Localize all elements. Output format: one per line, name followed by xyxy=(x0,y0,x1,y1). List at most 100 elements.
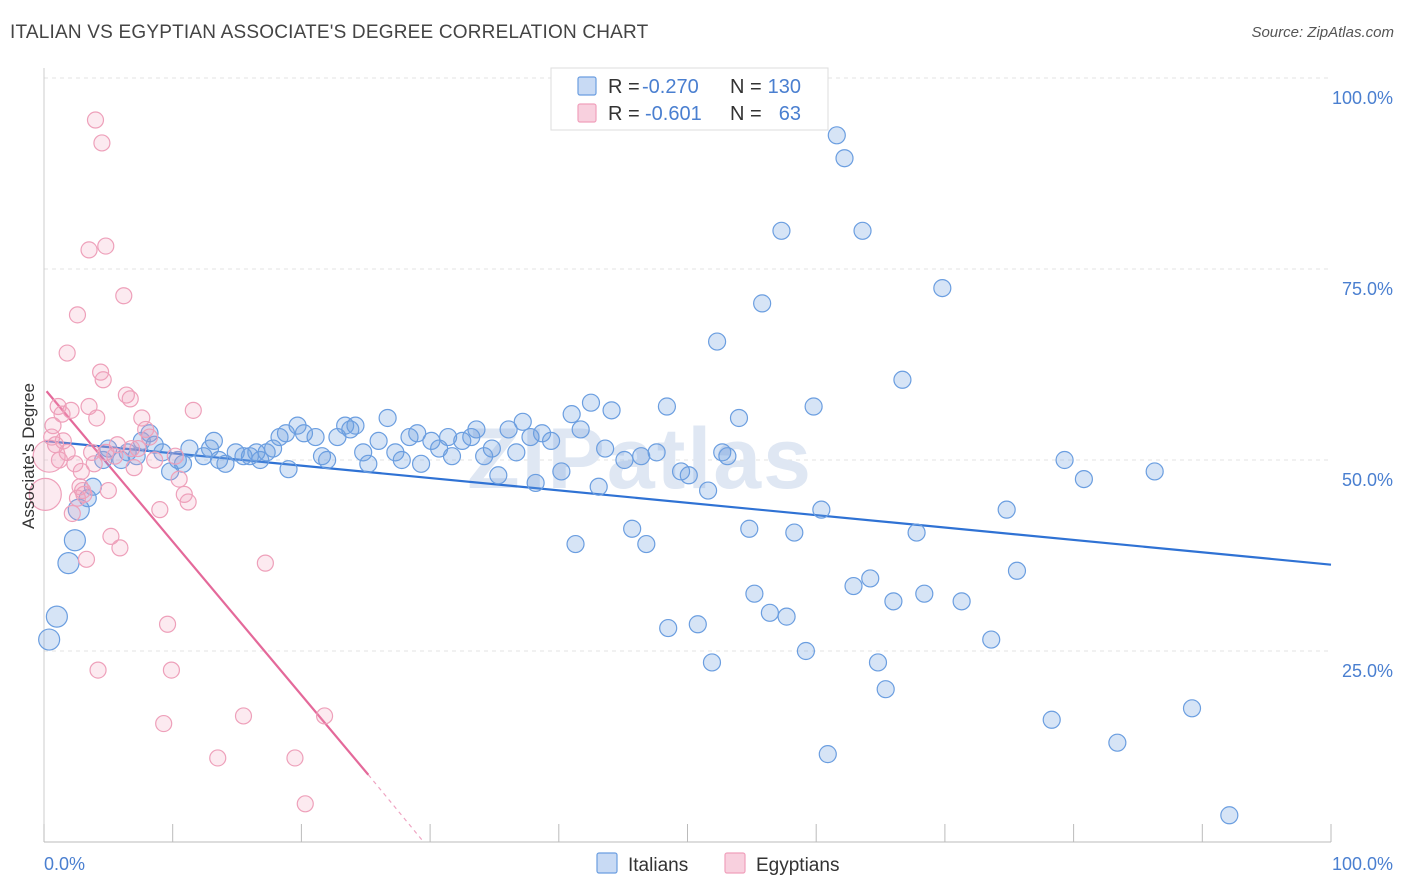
x-tick-label-1: 100.0% xyxy=(1332,854,1393,874)
point-egyptians-24 xyxy=(108,436,126,454)
point-egyptians-19 xyxy=(94,371,112,389)
trend-line-egyptians xyxy=(45,390,370,776)
point-italians-86 xyxy=(679,466,698,485)
point-italians-105 xyxy=(827,126,846,145)
point-italians-51 xyxy=(408,424,427,443)
grid xyxy=(44,77,1331,652)
point-italians-103 xyxy=(812,500,831,519)
point-egyptians-51 xyxy=(234,707,253,725)
point-italians-69 xyxy=(541,431,561,450)
point-italians-104 xyxy=(818,745,837,764)
point-egyptians-38 xyxy=(162,661,181,679)
point-italians-120 xyxy=(1007,561,1027,580)
point-italians-74 xyxy=(581,393,601,412)
point-egyptians-48 xyxy=(68,306,87,324)
legend-box xyxy=(550,67,829,131)
axes xyxy=(43,68,1332,843)
point-egyptians-45 xyxy=(93,134,111,152)
point-egyptians-5 xyxy=(53,405,71,423)
point-egyptians-36 xyxy=(155,714,173,733)
legend-n-value-italians: 130 xyxy=(768,76,801,98)
legend-n-label-egyptians: N = xyxy=(730,103,762,125)
y-tick-labels: 100.0% 75.0% 50.0% 25.0% xyxy=(1332,88,1393,681)
point-italians-102 xyxy=(804,397,823,416)
point-italians-43 xyxy=(346,416,365,435)
legend-r-value-italians: -0.270 xyxy=(642,76,699,98)
point-italians-46 xyxy=(369,431,388,450)
point-egyptians-57 xyxy=(74,481,92,500)
trend-line-extension-egyptians xyxy=(367,774,425,843)
bottom-legend-swatch-egyptians xyxy=(724,852,746,874)
point-italians-93 xyxy=(729,408,749,428)
bottom-legend: Italians Egyptians xyxy=(596,852,839,876)
point-italians-121 xyxy=(1042,710,1061,729)
x-tick-label-0: 0.0% xyxy=(44,854,85,874)
point-italians-81 xyxy=(637,534,656,554)
point-italians-19 xyxy=(180,439,199,458)
legend-n-label-italians: N = xyxy=(730,76,762,98)
point-egyptians-29 xyxy=(125,459,143,477)
point-italians-124 xyxy=(1108,733,1127,752)
y-tick-label-0: 100.0% xyxy=(1332,88,1393,108)
point-italians-108 xyxy=(853,221,872,240)
point-italians-126 xyxy=(1182,699,1202,718)
point-egyptians-58 xyxy=(54,432,72,450)
point-italians-96 xyxy=(753,294,772,313)
point-italians-29 xyxy=(251,450,270,470)
point-egyptians-16 xyxy=(88,409,106,427)
point-egyptians-35 xyxy=(151,501,169,519)
point-italians-116 xyxy=(933,279,952,298)
point-italians-107 xyxy=(844,576,863,596)
point-egyptians-17 xyxy=(89,661,107,679)
point-egyptians-55 xyxy=(315,707,334,725)
legend-r-label-egyptians: R = xyxy=(608,103,640,125)
point-italians-92 xyxy=(718,447,737,466)
point-italians-127 xyxy=(1220,806,1239,825)
point-egyptians-52 xyxy=(256,554,274,572)
y-axis-label: Associate's Degree xyxy=(19,383,38,529)
point-egyptians-49 xyxy=(58,344,76,362)
point-italians-79 xyxy=(623,519,642,538)
point-italians-109 xyxy=(861,569,880,588)
point-italians-122 xyxy=(1055,450,1074,470)
point-italians-44 xyxy=(354,443,373,462)
point-italians-98 xyxy=(772,221,791,240)
legend-swatch-italians xyxy=(577,76,597,96)
point-italians-119 xyxy=(997,500,1016,519)
point-egyptians-62 xyxy=(122,439,141,458)
point-italians-83 xyxy=(657,397,677,416)
point-italians-37 xyxy=(306,427,325,447)
point-italians-76 xyxy=(596,439,615,458)
legend-swatch-egyptians xyxy=(577,103,597,123)
point-italians-36 xyxy=(294,424,314,443)
point-italians-114 xyxy=(907,523,926,542)
point-egyptians-40 xyxy=(170,470,188,488)
point-italians-61 xyxy=(482,439,501,458)
point-italians-45 xyxy=(359,454,378,473)
point-egyptians-15 xyxy=(85,455,103,473)
point-italians-87 xyxy=(688,615,707,634)
point-italians-65 xyxy=(513,412,532,431)
point-italians-49 xyxy=(392,450,411,470)
bottom-legend-swatch-italians xyxy=(596,852,618,874)
point-italians-59 xyxy=(467,420,486,439)
point-italians-39 xyxy=(318,450,337,470)
point-italians-57 xyxy=(453,431,472,450)
point-italians-35 xyxy=(288,416,307,435)
point-egyptians-12 xyxy=(77,550,96,568)
point-egyptians-30 xyxy=(129,439,147,458)
point-italians-115 xyxy=(915,584,934,603)
point-italians-1 xyxy=(45,605,68,628)
legend: R = -0.270 N = 130 R = -0.601 N = 63 xyxy=(550,67,829,131)
point-italians-80 xyxy=(632,447,651,466)
point-italians-34 xyxy=(279,460,298,479)
watermark: ZIPatlas xyxy=(467,411,813,507)
point-italians-24 xyxy=(216,454,235,473)
point-egyptians-7 xyxy=(62,401,80,419)
point-italians-2 xyxy=(57,552,80,575)
point-italians-56 xyxy=(442,447,462,466)
point-italians-94 xyxy=(740,519,759,538)
point-italians-78 xyxy=(615,450,634,470)
point-italians-67 xyxy=(526,473,545,493)
point-italians-111 xyxy=(876,680,895,699)
